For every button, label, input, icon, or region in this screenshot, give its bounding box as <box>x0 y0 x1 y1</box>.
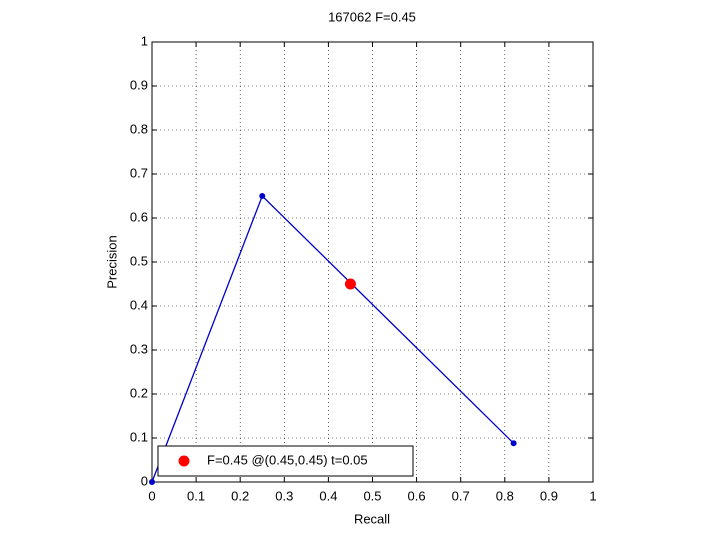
y-tick-label: 0.7 <box>130 165 148 180</box>
y-tick-label: 0.1 <box>130 429 148 444</box>
x-tick-label: 0.8 <box>496 488 514 503</box>
y-tick-label: 0.9 <box>130 77 148 92</box>
y-tick-label: 0.8 <box>130 121 148 136</box>
chart-title: 167062 F=0.45 <box>328 9 416 24</box>
y-tick-label: 0.6 <box>130 209 148 224</box>
y-tick-label: 0.2 <box>130 385 148 400</box>
y-tick-label: 0.3 <box>130 341 148 356</box>
y-tick-label: 0.4 <box>130 297 148 312</box>
x-tick-label: 0.7 <box>452 488 470 503</box>
y-tick-label: 0 <box>141 473 148 488</box>
axes-box <box>151 41 594 483</box>
data-point <box>510 440 517 447</box>
x-tick-label: 0.6 <box>408 488 426 503</box>
x-tick-label: 0.3 <box>275 488 293 503</box>
x-tick-label: 0.2 <box>231 488 249 503</box>
legend-marker <box>178 455 190 467</box>
y-axis-label: Precision <box>104 235 119 288</box>
legend-label: F=0.45 @(0.45,0.45) t=0.05 <box>207 452 368 467</box>
y-tick-label: 1 <box>141 33 148 48</box>
x-tick-label: 0.4 <box>319 488 337 503</box>
legend: F=0.45 @(0.45,0.45) t=0.05 <box>157 445 414 477</box>
x-tick-label: 1 <box>589 488 596 503</box>
x-axis-label: Recall <box>354 511 390 526</box>
data-point <box>259 193 266 199</box>
x-tick-label: 0.1 <box>187 488 205 503</box>
data-point <box>149 479 155 485</box>
x-tick-label: 0 <box>148 488 155 503</box>
y-tick-label: 0.5 <box>130 253 148 268</box>
data-point <box>344 278 356 290</box>
x-tick-label: 0.5 <box>363 488 381 503</box>
legend-box <box>157 445 414 477</box>
x-tick-label: 0.9 <box>540 488 558 503</box>
